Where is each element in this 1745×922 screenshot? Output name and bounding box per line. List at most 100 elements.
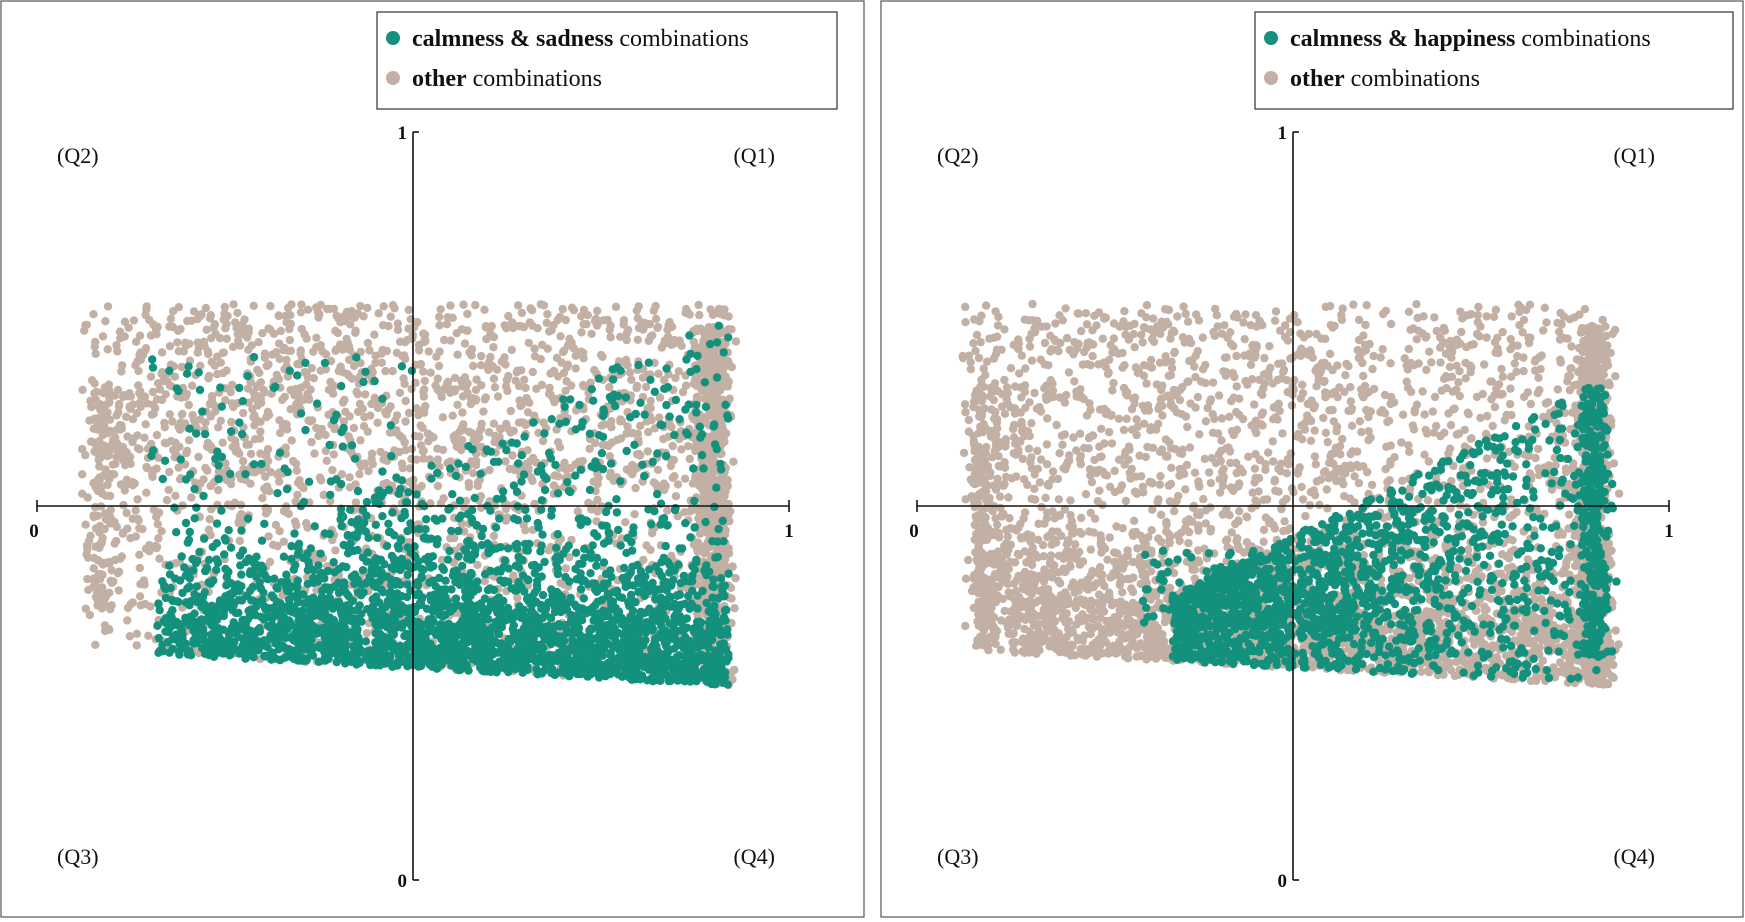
data-point-highlight [709, 582, 719, 592]
data-point-other [249, 412, 258, 422]
data-point-other [227, 417, 236, 427]
data-point-other [605, 472, 615, 481]
data-point-other [439, 494, 448, 503]
data-point-other [660, 336, 669, 345]
data-point-highlight [565, 672, 574, 681]
data-point-other [547, 326, 556, 335]
data-point-other [239, 408, 248, 418]
data-point-other [407, 454, 416, 464]
data-point-other [383, 405, 393, 415]
data-point-other [111, 459, 120, 468]
data-point-highlight [279, 552, 289, 561]
data-point-highlight [372, 533, 382, 542]
data-point-other [234, 519, 244, 528]
data-point-other [646, 396, 655, 406]
data-point-other [556, 332, 565, 341]
data-point-highlight [358, 566, 368, 575]
data-point-other [345, 483, 355, 492]
data-point-other [695, 310, 704, 320]
data-point-other [120, 456, 129, 465]
data-point-other [569, 305, 579, 315]
data-point-other [189, 307, 199, 316]
data-point-other [338, 312, 348, 321]
data-point-other [168, 322, 178, 332]
data-point-other [407, 444, 417, 454]
data-point-other [297, 300, 306, 309]
data-point-other [351, 326, 360, 335]
data-point-other [423, 429, 433, 438]
data-point-other [700, 476, 709, 485]
data-point-other [134, 381, 143, 390]
data-point-other [605, 383, 614, 392]
data-point-other [477, 381, 486, 390]
data-point-other [321, 350, 331, 359]
data-point-other [473, 560, 482, 570]
data-point-highlight [627, 537, 636, 547]
data-point-other [426, 368, 435, 377]
data-point-other [477, 361, 486, 370]
data-point-other [556, 578, 565, 588]
data-point-other [168, 417, 177, 426]
data-point-other [120, 317, 130, 326]
data-point-other [513, 593, 522, 602]
data-point-other [93, 511, 103, 520]
data-point-other [715, 309, 725, 318]
data-point-highlight [318, 586, 327, 596]
data-point-other [393, 325, 403, 335]
data-point-other [644, 427, 653, 437]
data-point-other [483, 364, 493, 373]
data-point-other [521, 383, 530, 393]
data-point-other [651, 314, 661, 323]
data-point-other [655, 413, 664, 422]
data-point-highlight [255, 624, 264, 633]
data-point-other [360, 459, 369, 468]
data-point-other [386, 312, 395, 321]
data-point-other [141, 420, 150, 429]
data-point-other [160, 418, 169, 428]
data-point-other [647, 416, 656, 425]
data-point-other [91, 503, 100, 512]
data-point-other [464, 427, 474, 437]
data-point-other [517, 308, 527, 318]
data-point-other [489, 332, 499, 342]
data-point-other [697, 494, 706, 504]
data-point-other [392, 348, 402, 357]
data-point-other [680, 474, 690, 483]
data-point-other [349, 361, 359, 371]
data-point-other [91, 349, 100, 358]
data-point-highlight [586, 569, 595, 578]
data-point-other [115, 425, 125, 434]
data-point-other [266, 301, 275, 311]
data-point-other [398, 433, 407, 442]
data-point-other [331, 546, 340, 555]
data-point-other [480, 305, 489, 314]
data-point-highlight [306, 544, 315, 553]
data-point-highlight [276, 655, 285, 664]
data-point-other [296, 308, 306, 317]
data-point-other [438, 445, 448, 455]
data-point-other [235, 512, 245, 521]
data-point-other [113, 439, 122, 449]
data-point-other [542, 318, 551, 328]
data-point-other [135, 331, 145, 340]
data-point-other [82, 541, 92, 550]
data-point-other [641, 382, 651, 392]
data-point-other [489, 531, 499, 541]
data-point-other [345, 473, 354, 482]
data-point-other [322, 456, 331, 465]
data-point-other [128, 598, 137, 607]
data-point-other [693, 544, 702, 554]
data-point-other [316, 300, 325, 310]
data-point-other [276, 326, 285, 336]
data-point-highlight [628, 633, 638, 642]
data-point-other [605, 452, 615, 461]
data-point-highlight [403, 526, 412, 536]
data-point-highlight [519, 624, 529, 633]
data-point-other [419, 454, 428, 463]
data-point-other [560, 458, 569, 467]
data-point-other [289, 456, 298, 466]
data-point-other [480, 577, 489, 586]
data-point-highlight [238, 615, 248, 625]
data-point-other [113, 347, 122, 356]
data-point-other [638, 373, 648, 382]
